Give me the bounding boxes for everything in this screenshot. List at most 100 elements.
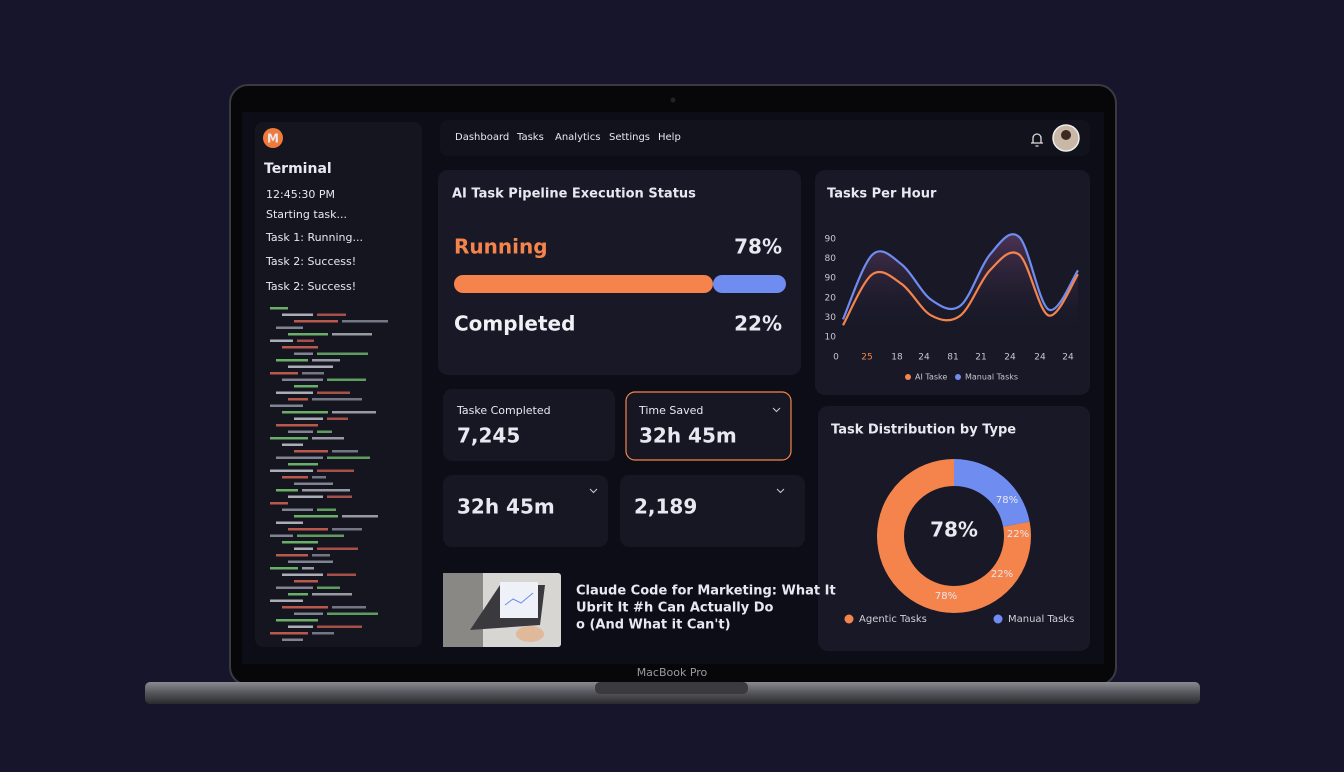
line-card [815,170,1090,395]
legend-label: AI Taske [915,373,947,382]
stat-label: Taske Completed [456,404,551,417]
code-token [312,476,326,479]
code-token [294,450,328,453]
donut-slice [877,459,1031,613]
code-token [288,333,328,336]
status-value: 22% [734,312,782,336]
code-token [342,515,378,518]
chart-title: Tasks Per Hour [827,187,937,202]
code-token [282,411,328,414]
status-value: 78% [734,235,782,259]
stat-label: Time Saved [638,404,703,417]
article-title[interactable]: Claude Code for Marketing: What It [576,584,836,599]
code-token [282,476,308,479]
code-token [276,424,318,427]
y-tick-label: 90 [825,274,837,284]
code-token [297,534,344,537]
x-tick-label: 21 [975,353,986,363]
code-token [282,606,328,609]
x-tick-label: 0 [833,353,839,363]
code-token [294,482,333,485]
code-token [276,586,313,589]
donut-card [818,406,1090,651]
code-token [294,580,318,583]
code-token [276,521,303,524]
code-token [288,430,313,433]
card-title: AI Task Pipeline Execution Status [452,187,696,202]
code-token [317,586,340,589]
nav-item[interactable]: Settings [609,132,650,143]
code-token [317,352,368,355]
code-token [282,443,303,446]
code-token [332,606,366,609]
code-token [282,638,303,641]
code-token [270,307,288,310]
code-token [312,398,362,401]
series-line [842,251,1079,326]
terminal-line: Starting task... [266,208,347,221]
code-token [270,599,303,602]
progress-segment [454,275,713,293]
code-token [276,619,318,622]
code-token [282,313,313,316]
y-tick-label: 10 [825,333,837,343]
x-tick-label: 18 [891,353,903,363]
nav-item[interactable]: Analytics [555,132,600,143]
code-token [270,437,308,440]
legend-dot [993,614,1003,624]
pipeline-card [438,170,801,375]
x-tick-label: 24 [1062,353,1074,363]
y-tick-label: 90 [825,235,837,245]
code-token [332,528,362,531]
code-token [327,456,370,459]
nav-item[interactable]: Tasks [516,132,544,143]
code-token [282,508,313,511]
article-title[interactable]: o (And What it Can't) [576,618,731,633]
article-title[interactable]: Ubrit It #h Can Actually Do [576,601,774,616]
code-token [317,547,358,550]
bell-icon[interactable] [1031,133,1043,147]
code-token [276,391,313,394]
code-token [294,320,338,323]
code-token [270,469,313,472]
code-token [270,502,288,505]
code-token [332,333,372,336]
code-token [270,339,293,342]
code-token [276,359,308,362]
nav-bar [440,120,1090,156]
laptop-label: MacBook Pro [637,666,708,679]
code-token [317,625,362,628]
code-token [282,573,323,576]
code-token [288,398,308,401]
code-token [312,593,352,596]
stat-card[interactable] [625,391,792,461]
x-tick-label: 24 [1034,353,1046,363]
code-token [294,417,323,420]
code-token [297,339,314,342]
donut-center: 78% [930,518,978,542]
code-token [288,560,333,563]
code-token [302,567,314,570]
article-image-shade [443,573,483,647]
nav-item[interactable]: Help [658,132,681,143]
code-token [282,378,323,381]
code-token [276,326,303,329]
code-token [312,437,344,440]
stat-card [620,475,805,547]
code-token [270,534,293,537]
stat-value: 32h 45m [639,424,737,448]
code-token [317,508,336,511]
terminal-title: Terminal [264,161,332,177]
legend-dot [905,374,911,380]
nav-item[interactable]: Dashboard [455,132,509,143]
code-token [294,612,323,615]
y-tick-label: 80 [825,254,837,264]
slice-label: 78% [996,495,1018,506]
code-token [288,593,308,596]
code-token [317,313,346,316]
code-token [342,320,388,323]
chevrons[interactable] [589,407,785,494]
area [843,234,1078,337]
